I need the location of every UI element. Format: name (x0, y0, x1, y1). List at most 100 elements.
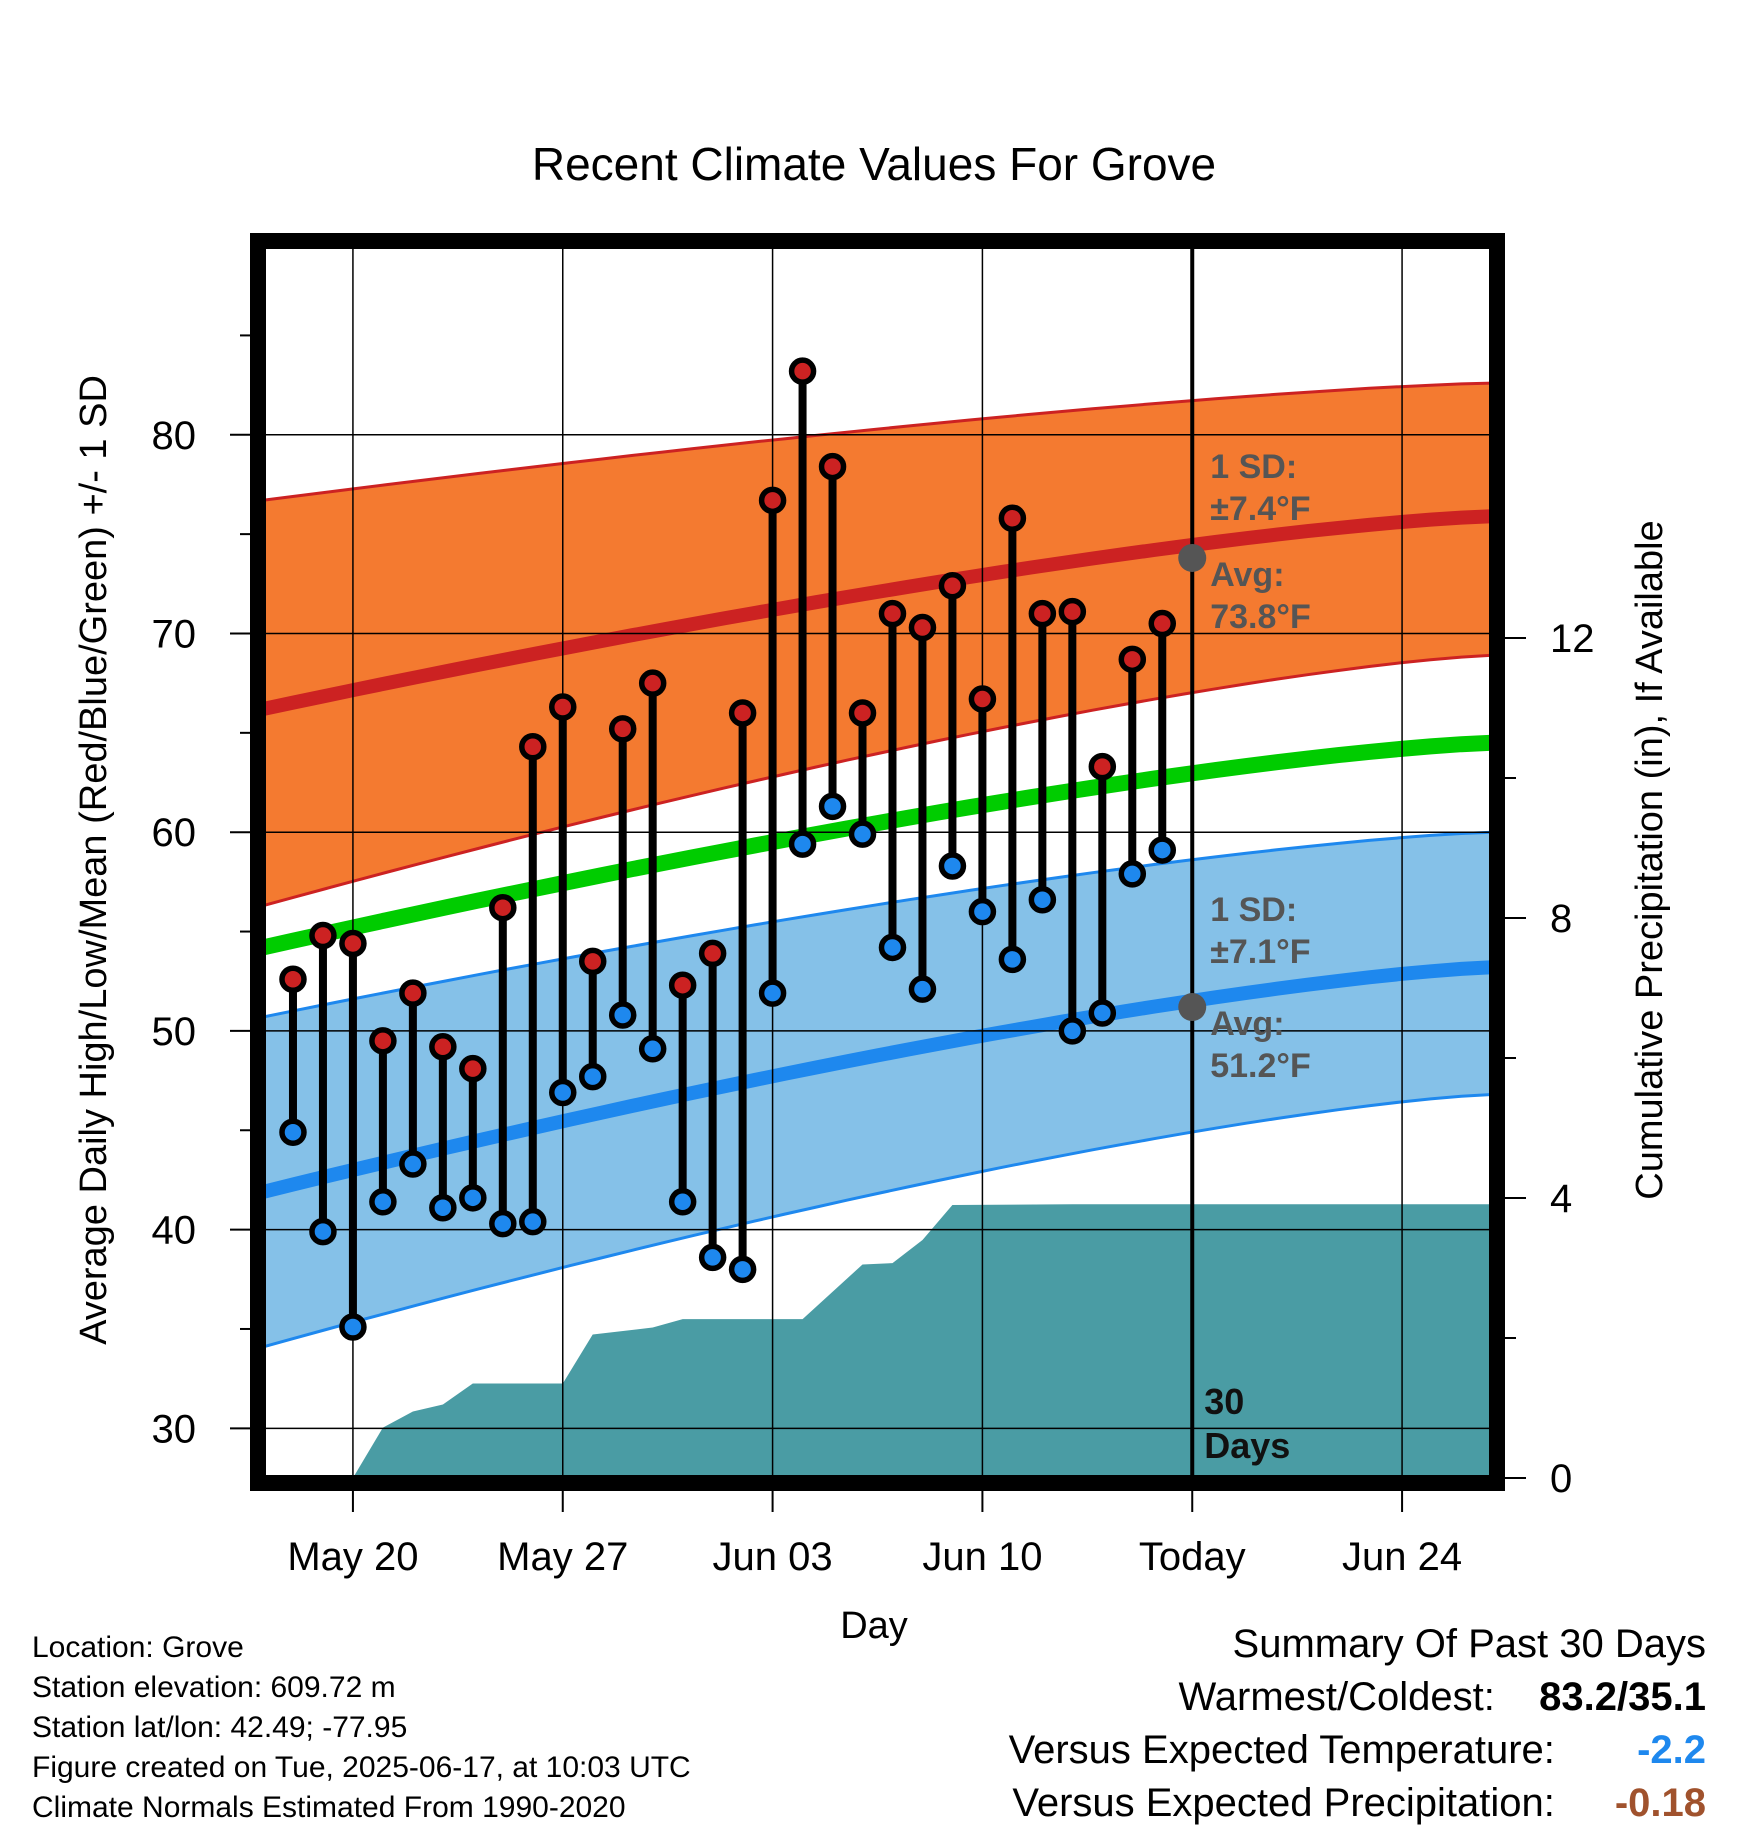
low-avg-marker (1178, 993, 1207, 1022)
daily-low-point (279, 1118, 307, 1146)
daily-low-point (549, 1078, 577, 1107)
low-sd-lower-line (263, 1093, 1492, 1349)
daily-high-point (848, 699, 877, 727)
daily-high-point (489, 893, 517, 922)
x-tick-label: Jun 10 (922, 1535, 1042, 1579)
daily-high-point (549, 693, 577, 721)
daily-low-point (998, 945, 1027, 974)
daily-low-point (608, 1001, 637, 1029)
x-tick-label: Today (1139, 1535, 1246, 1579)
daily-low-point (578, 1062, 607, 1091)
daily-high-point (908, 613, 937, 642)
location-text: Location: Grove (32, 1631, 244, 1664)
latlon-text: Station lat/lon: 42.49; -77.95 (32, 1711, 408, 1744)
temp-value: -2.2 (1637, 1728, 1706, 1772)
daily-high-point (608, 715, 637, 743)
precip-area (352, 1204, 1492, 1478)
high-avg-label: Avg: (1210, 556, 1284, 594)
y-tick-label: 80 (152, 414, 197, 458)
high-sd-value: ±7.4°F (1210, 490, 1310, 528)
daily-low-point (309, 1217, 337, 1246)
plot-frame (250, 233, 1505, 1491)
daily-low-point (459, 1184, 487, 1212)
daily-low-point (399, 1150, 427, 1178)
x-tick-label: Jun 03 (713, 1535, 833, 1579)
y-tick-label: 30 (152, 1407, 197, 1451)
y-axis-label: Average Daily High/Low/Mean (Red/Blue/Gr… (73, 375, 115, 1345)
y-tick-label: 70 (152, 612, 197, 656)
low-sd-label: 1 SD: (1210, 891, 1297, 929)
normal-mean-line (263, 734, 1492, 956)
low-sd-value: ±7.1°F (1210, 933, 1310, 971)
plot-area: 1 SD: ±7.4°F Avg: 73.8°F 1 SD: ±7.1°F Avg: 51.2… (263, 246, 1492, 1478)
normal-low-line (263, 960, 1492, 1199)
daily-high-point (818, 452, 847, 481)
y2-tick-label: 8 (1550, 897, 1572, 941)
precip-label: Versus Expected Precipitation: (1012, 1781, 1555, 1825)
precip-value: -0.18 (1614, 1781, 1706, 1825)
elevation-text: Station elevation: 609.72 m (32, 1671, 396, 1704)
summary-panel: Summary Of Past 30 Days Warmest/Coldest:… (1009, 1618, 1706, 1830)
daily-low-point (519, 1207, 547, 1236)
daily-low-point (818, 792, 847, 821)
y-tick-label: 50 (152, 1010, 197, 1054)
low-avg-label: Avg: (1210, 1005, 1284, 1043)
daily-low-point (728, 1255, 757, 1284)
warmest-coldest-label: Warmest/Coldest: (1178, 1675, 1495, 1719)
x-axis-label: Day (840, 1605, 908, 1647)
daily-high-point (938, 572, 967, 600)
days-count-label: 30 (1204, 1381, 1244, 1422)
daily-high-point (968, 685, 997, 713)
high-avg-value: 73.8°F (1210, 598, 1311, 636)
daily-low-point (908, 975, 937, 1003)
daily-high-point (519, 732, 547, 761)
daily-low-point (878, 933, 907, 962)
y2-axis-label: Cumulative Precipitation (in), If Availa… (1629, 520, 1671, 1199)
low-sd-band (263, 832, 1492, 1347)
x-tick-label: May 27 (497, 1535, 628, 1579)
daily-low-point (369, 1188, 397, 1216)
x-tick-label: Jun 24 (1342, 1535, 1462, 1579)
daily-low-point (638, 1035, 667, 1063)
daily-high-point (309, 921, 337, 950)
summary-title: Summary Of Past 30 Days (1232, 1622, 1706, 1666)
daily-high-point (578, 947, 607, 976)
daily-high-point (758, 486, 787, 515)
low-sd-upper-line (263, 830, 1492, 1019)
summary-temp: Versus Expected Temperature: -2.2 (1009, 1724, 1706, 1777)
daily-high-point (878, 599, 907, 628)
daily-high-point (429, 1033, 457, 1061)
daily-low-point (668, 1188, 697, 1216)
daily-low-point (1118, 860, 1147, 888)
daily-high-point (1028, 599, 1057, 628)
y-tick-label: 60 (152, 811, 197, 855)
daily-high-point (728, 699, 757, 727)
warmest-coldest-value: 83.2/35.1 (1539, 1675, 1706, 1719)
daily-low-point (758, 979, 787, 1007)
summary-precip: Versus Expected Precipitation: -0.18 (1009, 1777, 1706, 1830)
created-text: Figure created on Tue, 2025-06-17, at 10… (32, 1751, 691, 1784)
daily-low-point (788, 830, 817, 858)
days-unit-label: Days (1204, 1425, 1290, 1466)
normals-text: Climate Normals Estimated From 1990-2020 (32, 1791, 626, 1824)
y2-tick-label: 4 (1550, 1177, 1572, 1221)
daily-high-point (339, 929, 367, 958)
daily-high-point (638, 669, 667, 697)
y-tick-label: 40 (152, 1209, 197, 1253)
daily-low-point (968, 897, 997, 926)
temp-label: Versus Expected Temperature: (1008, 1728, 1555, 1772)
daily-low-point (1058, 1017, 1087, 1045)
y2-tick-label: 0 (1550, 1457, 1572, 1501)
daily-low-point (1148, 836, 1177, 864)
high-sd-upper-line (263, 381, 1492, 502)
daily-high-point (399, 979, 427, 1007)
daily-high-point (668, 971, 697, 999)
high-sd-band (263, 383, 1492, 906)
daily-high-point (1058, 597, 1087, 626)
daily-low-point (938, 852, 967, 880)
daily-low-point (489, 1209, 517, 1238)
daily-low-point (1088, 999, 1117, 1027)
daily-low-point (1028, 886, 1057, 914)
summary-warmest-coldest: Warmest/Coldest: 83.2/35.1 (1009, 1671, 1707, 1724)
